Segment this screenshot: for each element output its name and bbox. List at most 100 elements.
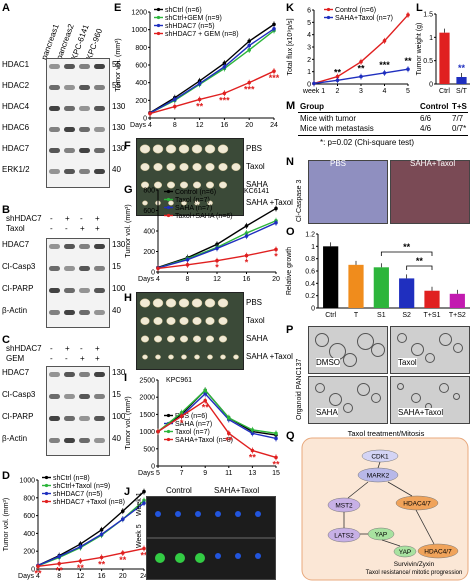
significance-mark: ** xyxy=(119,555,127,565)
blot-band xyxy=(94,169,105,174)
tumor xyxy=(142,354,148,360)
tumor xyxy=(139,298,151,308)
mouse-signal xyxy=(235,553,241,559)
y-tick-label: 1500 xyxy=(139,412,155,419)
significance-mark: ** xyxy=(403,242,411,252)
blot-band xyxy=(49,64,60,69)
panel-e-label: E xyxy=(114,2,122,14)
photo-label: SAHA +Taxol xyxy=(246,198,293,207)
tumor xyxy=(204,298,216,308)
significance-mark: ** xyxy=(196,101,204,111)
panel-o-bar-chart: 0 0.2 0.4 0.6 0.8 1 1.2 Relative growth Ctrl T S1 S… xyxy=(286,232,470,319)
blot-band xyxy=(64,416,75,421)
tumor xyxy=(152,144,164,154)
legend-label: Taxol (n=7) xyxy=(175,197,210,204)
bioluminescence-image xyxy=(146,496,276,538)
y-axis-label: Tumor vol. (mm³) xyxy=(125,204,132,257)
y-tick-label: 6 xyxy=(307,8,311,15)
blot-row-label: HDAC7 xyxy=(2,368,30,377)
node-label: HDAC4/7 xyxy=(424,549,452,556)
y-tick-label: 0 xyxy=(311,306,315,313)
organoid xyxy=(397,383,404,390)
tumor xyxy=(165,144,177,154)
blot-row-label: HDAC7 xyxy=(2,240,30,249)
panel-p-label: P xyxy=(286,324,294,336)
bar xyxy=(456,77,467,84)
panel-i-label: I xyxy=(124,372,128,384)
blot-band xyxy=(64,438,75,443)
tumor xyxy=(233,354,239,360)
header-row-label: Taxol xyxy=(6,224,25,233)
organoid-label: DMSO xyxy=(316,358,340,367)
blot-band xyxy=(79,244,90,249)
y-tick-label: 800 xyxy=(135,45,147,52)
panel-l-label: L xyxy=(416,2,423,14)
blot-mw-label: 15 xyxy=(112,390,121,399)
significance-bracket xyxy=(380,251,433,256)
y-tick-label: 400 xyxy=(23,531,35,538)
lane-sign: + xyxy=(95,354,100,363)
blot-band xyxy=(94,148,105,153)
blot-row xyxy=(47,308,109,318)
panel-d-line-chart: 0 200 400 600 800 1000 4 8 12 16 20 24 Days Tumor vol… xyxy=(3,475,148,580)
legend-label: shHDAC7 (n=5) xyxy=(165,23,215,30)
significance-bracket xyxy=(406,265,433,270)
tumor xyxy=(192,317,202,325)
group-label: SAHA+Taxol xyxy=(214,486,260,495)
x-tick-label: 8 xyxy=(173,122,177,129)
x-tick-label: 4 xyxy=(383,88,387,95)
y-tick-label: 0 xyxy=(151,270,155,277)
group-label: Control xyxy=(166,486,192,495)
panel-a-western-blot xyxy=(46,58,110,188)
significance-mark: ** xyxy=(416,256,424,266)
legend-marker xyxy=(166,437,171,442)
blot-band xyxy=(94,416,105,421)
organoid xyxy=(329,393,342,406)
tumor xyxy=(168,200,174,206)
lane-sign: + xyxy=(65,214,70,223)
organoid xyxy=(343,353,357,367)
blot-band xyxy=(49,244,60,249)
mouse-signal xyxy=(235,511,241,517)
legend-marker xyxy=(166,205,171,210)
lane-sign: - xyxy=(80,214,83,223)
blot-row xyxy=(47,436,109,446)
node-label: LATS2 xyxy=(334,533,354,540)
tumor xyxy=(194,200,200,206)
y-tick-label: 1 xyxy=(311,244,315,251)
blot-mw-label: 40 xyxy=(112,306,121,315)
diagram-title: Taxol treatment/Mitosis xyxy=(348,429,425,438)
table-cell: 4/6 xyxy=(420,124,432,133)
significance-mark: ** xyxy=(272,459,280,469)
lane-sign: + xyxy=(95,344,100,353)
y-axis-label: Tumor weight (g) xyxy=(416,23,423,76)
legend-marker xyxy=(166,213,171,218)
legend-label: Taxol+SAHA (n=6) xyxy=(175,213,233,220)
organoid xyxy=(371,393,381,403)
blot-row-label: ERK1/2 xyxy=(2,165,30,174)
outcome-label: Survivin/Zyxin xyxy=(394,561,435,568)
panel-q-pathway-diagram: Taxol treatment/Mitosis CDK1 MARK2 MST2 HDAC… xyxy=(301,429,469,581)
y-tick-label: 0.8 xyxy=(305,256,315,263)
x-tick-label: 4 xyxy=(148,122,152,129)
organoid xyxy=(439,333,452,346)
bar xyxy=(424,290,440,308)
panel-k-label: K xyxy=(286,2,294,14)
table-header: Group xyxy=(300,102,324,111)
legend-marker xyxy=(44,499,49,504)
table-cell: 7/7 xyxy=(452,114,464,123)
blot-row-label: β-Actin xyxy=(2,434,28,443)
blot-band xyxy=(79,127,90,132)
blot-mw-label: 15 xyxy=(112,262,121,271)
photo-label: SAHA xyxy=(246,180,268,189)
tumor xyxy=(153,317,163,325)
significance-mark: ** xyxy=(458,63,466,73)
lane-sign: + xyxy=(95,224,100,233)
ihc-micrograph xyxy=(390,160,470,224)
tumor xyxy=(166,317,176,325)
blot-band xyxy=(49,416,60,421)
y-tick-label: 200 xyxy=(23,549,35,556)
y-tick-label: 800 xyxy=(23,495,35,502)
lane-sign: - xyxy=(65,354,68,363)
lane-sign: + xyxy=(80,224,85,233)
